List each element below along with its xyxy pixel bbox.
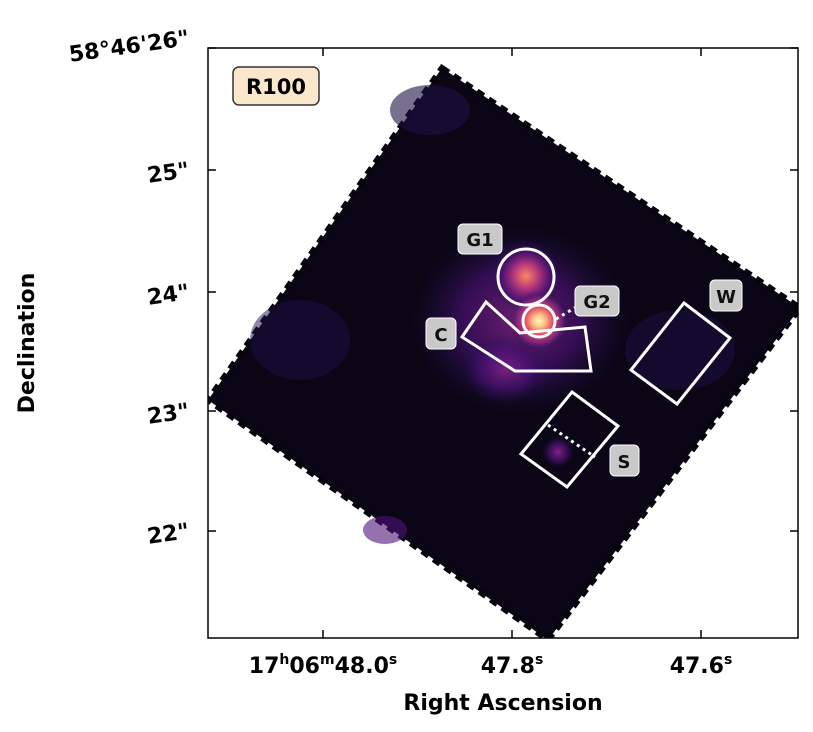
diffuse-emission (460, 335, 550, 405)
region-s-rectangle (518, 389, 621, 490)
badge-r100: R100 (232, 66, 320, 106)
dec-tick-label: 25" (146, 158, 191, 189)
region-label-g2-text: G2 (583, 292, 610, 313)
faint-emission (390, 85, 470, 135)
dec-tick-label: 58°46'26" (67, 26, 190, 68)
region-label-g1-text: G1 (466, 230, 493, 251)
plot-frame (207, 47, 799, 639)
region-g2-circle (521, 303, 557, 339)
image-layer (208, 63, 798, 638)
region-label-w-text: W (716, 287, 736, 308)
g2-source (509, 291, 569, 351)
faint-emission (625, 310, 735, 390)
ra-tick-label: 47.6s (670, 652, 733, 679)
data-footprint-edge (208, 63, 798, 638)
x-axis-title: Right Ascension (403, 691, 602, 716)
dec-tick-label: 22" (146, 519, 191, 550)
regions (459, 247, 733, 490)
faint-emission (250, 300, 350, 380)
region-w-rectangle (628, 300, 733, 407)
region-c-polygon (459, 299, 593, 373)
region-label-s-text: S (618, 452, 631, 473)
y-axis-title: Declination (15, 273, 40, 414)
region-label-w: W (709, 279, 743, 312)
region-label-c-text: C (434, 325, 447, 346)
ra-tick-label: 47.8s (481, 652, 544, 679)
dec-tick-label: 24" (146, 280, 191, 311)
badge-text: R100 (246, 75, 306, 99)
s-knot (542, 436, 574, 468)
g2-leader-line (555, 304, 579, 321)
region-g1-circle (496, 247, 556, 307)
axis-ticks (208, 47, 798, 638)
dec-tick-label: 23" (146, 399, 191, 430)
region-label-g1: G1 (457, 223, 503, 255)
s-slit-dotted-line (547, 423, 596, 459)
region-label-g2: G2 (574, 285, 620, 317)
faint-emission (363, 516, 407, 544)
region-label-s: S (609, 444, 640, 477)
region-label-c: C (425, 317, 457, 350)
ra-tick-label: 17h06m48.0s (249, 652, 397, 679)
